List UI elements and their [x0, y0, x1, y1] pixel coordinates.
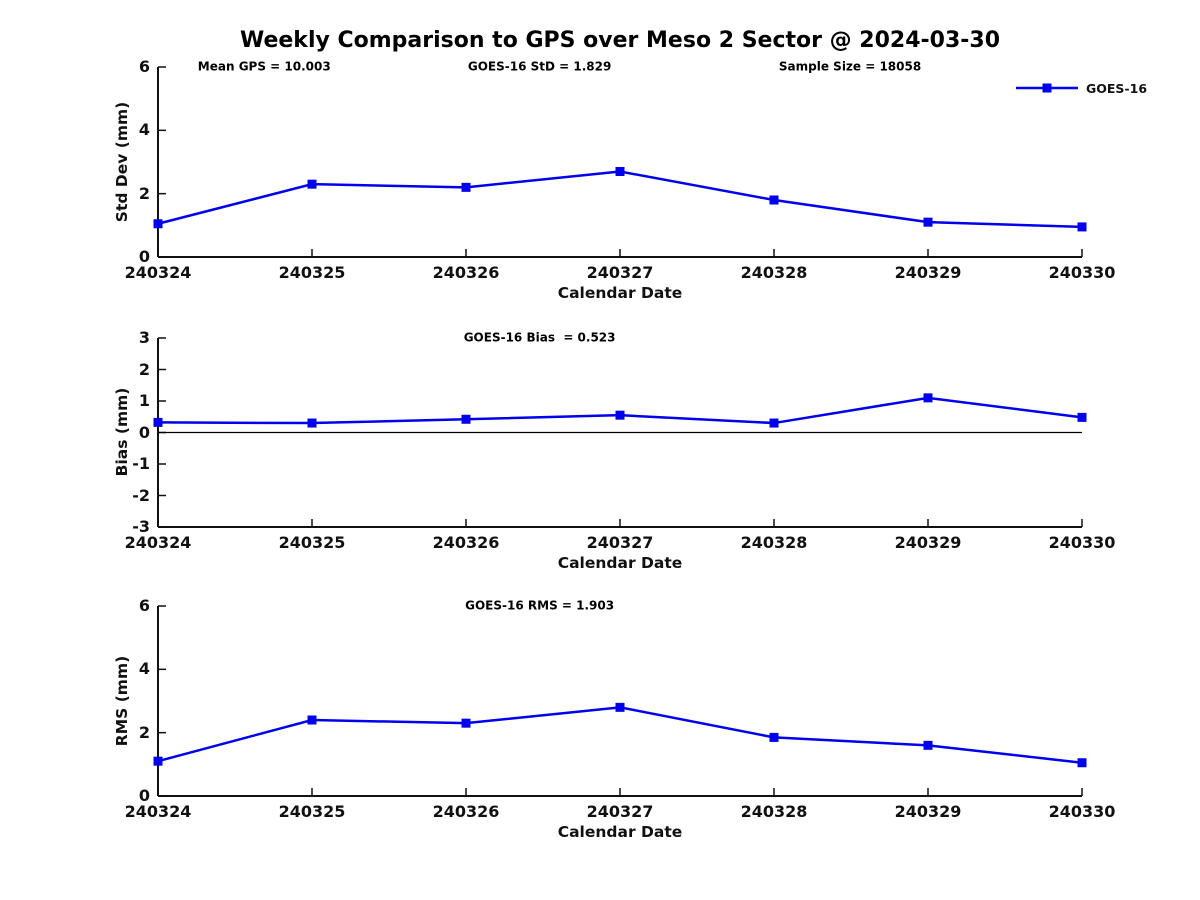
y-tick-label: -3 — [132, 517, 150, 536]
x-tick-label: 240326 — [432, 802, 500, 821]
data-point-marker — [153, 417, 163, 427]
legend-label: GOES-16 — [1086, 80, 1148, 96]
data-point-marker — [307, 418, 317, 428]
x-tick-label: 240325 — [278, 263, 346, 282]
data-point-marker — [1077, 412, 1087, 422]
rms-vs-date-canvas — [153, 605, 1087, 797]
bias-x-axis-label: Calendar Date — [557, 554, 683, 572]
x-tick-label: 240324 — [124, 263, 192, 282]
x-tick-label: 240329 — [894, 802, 962, 821]
x-tick-label: 240327 — [586, 533, 654, 552]
data-point-marker — [615, 702, 625, 712]
data-point-marker — [153, 756, 163, 766]
plot-annotation: Mean GPS = 10.003 — [197, 59, 331, 74]
y-tick-label: 1 — [138, 391, 150, 410]
y-tick-label: 3 — [138, 328, 150, 347]
bias-plot-area — [153, 337, 1087, 528]
stddev-plot-area — [153, 66, 1087, 258]
y-tick-label: 0 — [138, 247, 150, 266]
legend-line-marker-icon — [1016, 83, 1078, 93]
x-tick-label: 240326 — [432, 533, 500, 552]
plot-annotation: GOES-16 StD = 1.829 — [467, 59, 612, 74]
y-tick-label: 2 — [138, 183, 150, 203]
data-point-marker — [923, 217, 933, 227]
x-tick-label: 240328 — [740, 802, 808, 821]
x-tick-label: 240325 — [278, 533, 346, 552]
x-tick-label: 240330 — [1048, 802, 1116, 821]
plot-annotation: GOES-16 Bias = 0.523 — [463, 330, 616, 345]
x-tick-label: 240328 — [740, 263, 808, 282]
rms-x-axis-label: Calendar Date — [557, 823, 683, 841]
data-point-marker — [615, 410, 625, 420]
data-point-marker — [1077, 758, 1087, 768]
x-tick-label: 240329 — [894, 263, 962, 282]
x-tick-label: 240324 — [124, 802, 192, 821]
std-dev-vs-date-canvas — [153, 66, 1087, 258]
data-point-marker — [923, 740, 933, 750]
y-tick-label: -1 — [132, 454, 150, 473]
data-point-marker — [769, 195, 779, 205]
x-tick-label: 240325 — [278, 802, 346, 821]
x-tick-label: 240327 — [586, 802, 654, 821]
data-point-marker — [307, 179, 317, 189]
data-point-marker — [461, 182, 471, 192]
y-tick-label: 6 — [138, 57, 150, 76]
plot-annotation: Sample Size = 18058 — [778, 59, 922, 74]
rms-plot-area — [153, 605, 1087, 797]
y-tick-label: 4 — [138, 120, 150, 140]
series-line-GOES-16 — [157, 706, 1083, 764]
x-tick-label: 240330 — [1048, 533, 1116, 552]
y-tick-label: -2 — [132, 485, 150, 505]
y-tick-label: 0 — [138, 786, 150, 805]
x-tick-label: 240324 — [124, 533, 192, 552]
bias-vs-date-canvas — [153, 337, 1087, 528]
x-tick-label: 240330 — [1048, 263, 1116, 282]
data-point-marker — [769, 732, 779, 742]
legend: GOES-16 — [1016, 80, 1147, 96]
plot-annotation: GOES-16 RMS = 1.903 — [465, 598, 615, 613]
data-point-marker — [1077, 222, 1087, 232]
x-tick-label: 240326 — [432, 263, 500, 282]
y-tick-label: 6 — [138, 596, 150, 615]
figure-title: Weekly Comparison to GPS over Meso 2 Sec… — [239, 28, 1001, 53]
stddev-x-axis-label: Calendar Date — [557, 284, 683, 302]
y-tick-label: 2 — [138, 722, 150, 742]
data-point-marker — [461, 414, 471, 424]
data-point-marker — [307, 715, 317, 725]
data-point-marker — [769, 418, 779, 428]
y-tick-label: 2 — [138, 359, 150, 379]
x-tick-label: 240327 — [586, 263, 654, 282]
data-point-marker — [461, 718, 471, 728]
data-point-marker — [923, 393, 933, 403]
data-point-marker — [615, 167, 625, 176]
x-tick-label: 240328 — [740, 533, 808, 552]
data-point-marker — [153, 219, 163, 229]
y-tick-label: 4 — [138, 659, 150, 679]
y-tick-label: 0 — [138, 422, 150, 442]
x-tick-label: 240329 — [894, 533, 962, 552]
